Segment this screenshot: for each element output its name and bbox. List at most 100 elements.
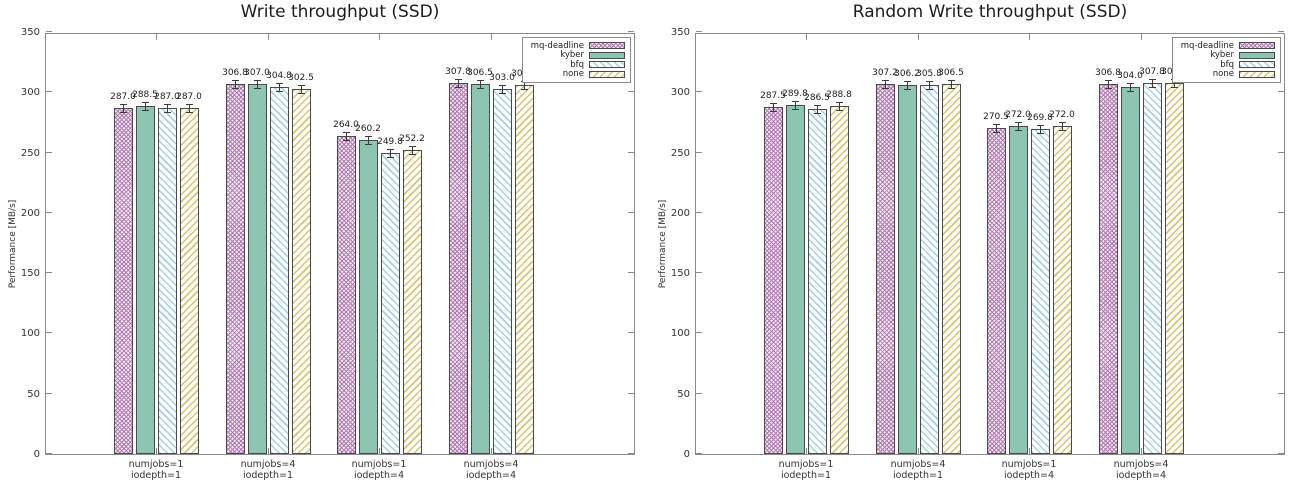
y-tick-mark-left: [46, 91, 52, 93]
error-bar-stem: [411, 145, 413, 155]
bar-mq-deadline: [225, 84, 245, 454]
bar-kyber: [1008, 126, 1028, 454]
error-bar-stem: [1129, 83, 1131, 93]
y-tick-mark-left: [696, 272, 702, 274]
error-bar-cap-bottom: [386, 156, 394, 158]
y-tick-mark-right: [628, 332, 634, 334]
x-category-label: numjobs=1 iodepth=4: [1001, 459, 1057, 481]
bar-value-label: 306.5: [467, 68, 493, 79]
error-bar-cap-top: [903, 80, 911, 82]
error-bar-cap-bottom: [1126, 91, 1134, 93]
bar-bfq: [380, 152, 400, 454]
legend-label-kyber: kyber: [560, 50, 584, 60]
y-tick-mark-left: [696, 151, 702, 153]
legend-item-none: none: [531, 70, 625, 80]
error-bar-stem: [1017, 122, 1019, 132]
chart-title-write: Write throughput (SSD): [240, 2, 440, 22]
error-bar-cap-bottom: [1036, 132, 1044, 134]
error-bar-cap-bottom: [947, 88, 955, 90]
error-bar-cap-bottom: [498, 92, 506, 94]
error-bar-stem: [884, 79, 886, 89]
bar-kyber: [247, 83, 267, 454]
x-tick-mark-bottom: [268, 448, 269, 454]
bar-value-label: 270.5: [983, 111, 1009, 122]
error-bar-stem: [906, 80, 908, 90]
y-tick-mark-left: [696, 31, 702, 32]
bar-bfq: [807, 108, 827, 454]
bar-value-label: 260.2: [355, 124, 381, 135]
y-tick-mark-left: [46, 332, 52, 334]
error-bar: [476, 80, 485, 90]
error-bar-cap-bottom: [903, 88, 911, 90]
bar-none: [291, 89, 311, 454]
error-bar-cap-bottom: [476, 88, 484, 90]
bar-mq-deadline: [986, 127, 1006, 454]
error-bar-stem: [389, 148, 391, 158]
x-tick-mark-bottom: [491, 448, 492, 454]
error-bar: [1058, 122, 1067, 132]
y-tick-mark-right: [1278, 151, 1284, 153]
error-bar-cap-top: [498, 84, 506, 86]
error-bar-cap-bottom: [454, 86, 462, 88]
error-bar: [992, 123, 1001, 133]
chart-panel-write: Write throughput (SSD) Performance [MB/s…: [8, 2, 635, 481]
bar-kyber: [135, 106, 155, 454]
error-bar-stem: [1173, 78, 1175, 88]
error-bar-cap-bottom: [253, 87, 261, 89]
y-tick-mark-right: [1278, 31, 1284, 32]
bar-value-label: 287.0: [154, 91, 180, 102]
x-tick-mark-bottom: [1029, 448, 1030, 454]
error-bar: [163, 103, 172, 113]
error-bar-cap-bottom: [835, 109, 843, 111]
error-bar-cap-bottom: [297, 93, 305, 95]
error-bar-cap-bottom: [163, 111, 171, 113]
error-bar: [903, 80, 912, 90]
error-bar-cap-top: [275, 82, 283, 84]
error-bar-cap-top: [364, 136, 372, 138]
bar-value-label: 272.0: [1005, 110, 1031, 121]
bar-bfq: [157, 107, 177, 454]
legend-label-bfq: bfq: [570, 59, 584, 70]
error-bar-cap-bottom: [925, 89, 933, 91]
error-bar-cap-top: [342, 131, 350, 133]
y-tick-label: 100: [20, 328, 40, 340]
error-bar-cap-top: [1058, 122, 1066, 124]
error-bar: [141, 102, 150, 112]
error-bar-cap-bottom: [141, 110, 149, 112]
error-bar: [386, 148, 395, 158]
bar-mq-deadline: [763, 107, 783, 454]
bar-value-label: 304.8: [266, 70, 292, 81]
error-bar-cap-bottom: [1014, 130, 1022, 132]
chart-panel-random-write: Random Write throughput (SSD) Performanc…: [650, 0, 1300, 487]
y-tick-label: 350: [20, 27, 40, 38]
bar-mq-deadline: [336, 135, 356, 454]
error-bar-stem: [523, 81, 525, 91]
error-bar-cap-top: [1126, 83, 1134, 85]
bar-none: [941, 84, 961, 454]
error-bar: [119, 103, 128, 113]
error-bar-stem: [501, 84, 503, 94]
error-bar-cap-top: [835, 101, 843, 103]
error-bar: [1126, 83, 1135, 93]
error-bar: [231, 80, 240, 90]
y-tick-label: 350: [670, 27, 690, 38]
bar-value-label: 249.8: [377, 136, 403, 147]
error-bar: [408, 145, 417, 155]
legend-item-kyber: kyber: [531, 51, 625, 61]
error-bar-cap-top: [947, 80, 955, 82]
bar-none: [514, 85, 534, 454]
bar-value-label: 303.0: [489, 72, 515, 83]
error-bar-cap-bottom: [769, 111, 777, 113]
error-bar-cap-bottom: [185, 111, 193, 113]
chart-title-random-write: Random Write throughput (SSD): [852, 2, 1128, 22]
error-bar-cap-top: [1036, 124, 1044, 126]
error-bar: [835, 101, 844, 111]
bar-value-label: 305.8: [916, 69, 942, 80]
x-tick-mark-bottom: [806, 448, 807, 454]
legend: mq-deadline kyber bfq none: [521, 37, 631, 83]
y-tick-mark-right: [1278, 91, 1284, 93]
y-tick-mark-left: [46, 31, 52, 32]
error-bar-cap-top: [185, 103, 193, 105]
y-tick-label: 150: [670, 268, 690, 280]
legend-item-mq-deadline: mq-deadline: [531, 41, 625, 51]
